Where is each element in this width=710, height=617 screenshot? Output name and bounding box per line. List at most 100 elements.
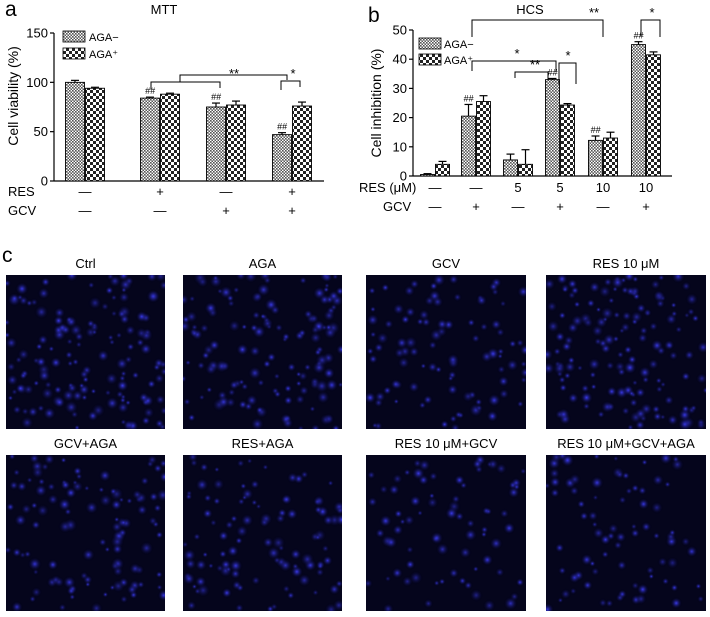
chart-b-bar-aga-minus (461, 115, 476, 177)
nuclei-layer (366, 455, 526, 611)
micrograph-label-gcv: GCV (431, 256, 461, 271)
chart-b-treatment-value: 10 (596, 180, 610, 195)
chart-b-bar-aga-plus (646, 54, 661, 177)
chart-a-ytick-label: 50 (34, 124, 48, 139)
legend-b-label-minus: AGA− (444, 39, 474, 51)
chart-b-bar-aga-plus (518, 163, 533, 177)
chart-b-sig-mid-long: * (514, 46, 519, 61)
chart-b-treatment-value: 5 (514, 180, 521, 195)
chart-b-bar-aga-minus (631, 44, 646, 177)
chart-b-bracket-mid-single (558, 62, 577, 84)
micrograph-label-ctrl: Ctrl (75, 256, 96, 271)
legend-b-swatch-plus (418, 53, 442, 66)
chart-b-treatment-value: 10 (639, 180, 653, 195)
chart-b-hash-label: ## (547, 67, 558, 77)
legend-a-swatch-minus (62, 30, 86, 43)
micrograph-res10-gcv-aga (546, 455, 706, 611)
chart-a-hash-label: ## (277, 122, 288, 132)
chart-a-bar-aga-minus (140, 97, 160, 182)
chart-b-bar-aga-minus (588, 139, 603, 177)
chart-a-row-label-gcv: GCV (8, 203, 37, 218)
chart-b-sig-top-long: ** (589, 5, 599, 20)
chart-b-bar-aga-plus (603, 137, 618, 177)
micrograph-label-res-aga: RES+AGA (231, 436, 294, 451)
chart-a-hash-label: ## (211, 92, 222, 102)
chart-a-bar-aga-plus (85, 87, 105, 182)
chart-b-ytick-label: 50 (393, 23, 407, 38)
micrograph-label-gcv-aga: GCV+AGA (53, 436, 118, 451)
chart-a-treatment-value: + (156, 184, 164, 199)
micrograph-label-res10-gcv: RES 10 μM+GCV (394, 436, 498, 451)
chart-a-ylabel: Cell viability (%) (5, 46, 21, 146)
chart-a-sig-double: ** (229, 66, 239, 81)
chart-b-treatment-value: + (472, 199, 480, 214)
chart-a-ytick-label: 100 (26, 75, 48, 90)
chart-a-bar-aga-minus (272, 134, 292, 182)
chart-a-bar-aga-plus (160, 93, 180, 182)
nuclei-layer (183, 455, 342, 611)
nuclei-layer (546, 275, 706, 429)
chart-a-bar-aga-plus (226, 104, 246, 182)
chart-a-treatment-value: + (288, 184, 296, 199)
chart-b-sig-mid-short: ** (530, 57, 540, 72)
chart-a-treatment-value: — (220, 184, 233, 199)
chart-a-ytick-label: 0 (41, 174, 48, 189)
nuclei-layer (183, 275, 342, 429)
chart-a-title: MTT (151, 2, 178, 17)
chart-a-bracket-single (280, 80, 301, 90)
chart-b-bar-aga-minus (503, 159, 518, 177)
nuclei-layer (546, 455, 706, 611)
chart-b-ytick-label: 10 (393, 139, 407, 154)
micrograph-label-res10: RES 10 μM (592, 256, 660, 271)
nuclei-layer (366, 275, 526, 429)
chart-b-treatment-value: — (429, 199, 442, 214)
legend-a-label-minus: AGA− (89, 32, 119, 44)
panel-label-c: c (2, 244, 13, 267)
chart-b-bracket-top-long (471, 19, 604, 37)
chart-a-row-label-res: RES (8, 184, 35, 199)
chart-a-treatment-value: — (79, 203, 92, 218)
chart-a-bar-aga-minus (206, 106, 226, 182)
chart-a-ytick-label: 150 (26, 26, 48, 41)
chart-b-bracket-mid-short (514, 71, 549, 80)
chart-b-ytick-label: 0 (400, 169, 407, 184)
micrograph-res10 (546, 275, 706, 429)
chart-b-sig-top-short: * (649, 5, 654, 20)
chart-b-hash-label: ## (633, 31, 644, 41)
chart-b-treatment-value: — (512, 199, 525, 214)
chart-b-treatment-value: + (556, 199, 564, 214)
chart-b-ytick-label: 20 (393, 110, 407, 125)
chart-a-treatment-value: — (79, 184, 92, 199)
nuclei-layer (6, 455, 165, 611)
chart-a-legend: AGA− AGA⁺ (62, 30, 119, 61)
chart-b-bar-aga-plus (435, 163, 450, 177)
chart-b-hash-label: ## (590, 125, 601, 135)
micrograph-gcv-aga (6, 455, 165, 611)
chart-a-treatment-value: + (288, 203, 296, 218)
chart-a-sig-single: * (290, 66, 295, 81)
chart-b-bar-aga-minus (545, 79, 560, 177)
chart-b-ylabel: Cell inhibition (%) (368, 49, 384, 158)
legend-b-label-plus: AGA⁺ (444, 55, 473, 67)
chart-b-ytick-label: 40 (393, 52, 407, 67)
nuclei-layer (6, 275, 165, 429)
micrograph-res10-gcv (366, 455, 526, 611)
chart-b-treatment-value: + (642, 199, 650, 214)
chart-b-treatment-value: 5 (556, 180, 563, 195)
micrograph-gcv (366, 275, 526, 429)
chart-b-sig-mid-single: * (565, 48, 570, 63)
chart-b-treatment-value: — (597, 199, 610, 214)
chart-b-bar-aga-plus (560, 104, 575, 177)
legend-a-swatch-plus (62, 47, 86, 60)
micrograph-aga (183, 275, 342, 429)
panel-label-b: b (368, 4, 380, 27)
chart-b-hash-label: ## (463, 93, 474, 103)
legend-a-label-plus: AGA⁺ (89, 49, 118, 61)
micrograph-label-res10-gcv-aga: RES 10 μM+GCV+AGA (557, 436, 695, 451)
legend-b-swatch-minus (418, 37, 442, 50)
chart-b-legend: AGA− AGA⁺ (418, 37, 474, 67)
chart-b-bracket-mid-long (471, 60, 557, 72)
chart-a-bar-aga-minus (65, 81, 85, 182)
